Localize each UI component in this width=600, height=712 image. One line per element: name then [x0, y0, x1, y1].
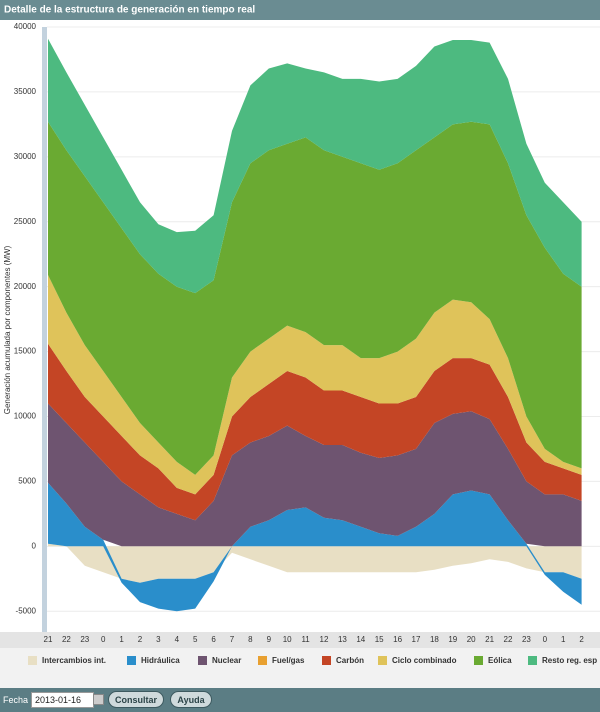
legend-label: Carbón	[336, 656, 364, 665]
area	[48, 482, 582, 612]
legend-swatch	[198, 656, 207, 665]
x-tick-label: 8	[248, 635, 253, 644]
x-tick-label: 10	[283, 635, 292, 644]
area	[48, 121, 582, 475]
x-tick-label: 4	[175, 635, 180, 644]
x-tick-label: 5	[193, 635, 198, 644]
y-tick-label: 35000	[14, 87, 37, 96]
y-tick-label: 0	[32, 541, 37, 550]
legend-label: Intercambios int.	[42, 656, 106, 665]
title-bar	[0, 0, 600, 20]
x-tick-label: 1	[561, 635, 566, 644]
x-tick-label: 2	[138, 635, 143, 644]
legend-swatch	[322, 656, 331, 665]
x-axis-band	[0, 632, 600, 648]
y-tick-label: -5000	[16, 606, 37, 615]
area	[48, 38, 582, 294]
legend-label: Resto reg. esp	[542, 656, 597, 665]
y-tick-label: 40000	[14, 22, 37, 31]
x-tick-label: 23	[80, 635, 89, 644]
y-tick-label: 20000	[14, 282, 37, 291]
y-tick-label: 30000	[14, 152, 37, 161]
x-tick-label: 14	[356, 635, 365, 644]
y-axis-bar	[42, 27, 47, 632]
legend-swatch	[127, 656, 136, 665]
x-tick-label: 17	[412, 635, 421, 644]
x-tick-label: 6	[211, 635, 216, 644]
legend-swatch	[258, 656, 267, 665]
legend-label: Fuel/gas	[272, 656, 305, 665]
consultar-button[interactable]: Consultar	[108, 691, 164, 708]
x-tick-label: 0	[101, 635, 106, 644]
x-tick-label: 15	[375, 635, 384, 644]
legend-label: Hidráulica	[141, 656, 180, 665]
y-tick-label: 15000	[14, 347, 37, 356]
x-tick-label: 3	[156, 635, 161, 644]
x-tick-label: 21	[44, 635, 53, 644]
x-tick-label: 19	[448, 635, 457, 644]
x-tick-label: 23	[522, 635, 531, 644]
ayuda-button[interactable]: Ayuda	[170, 691, 212, 708]
y-tick-label: 10000	[14, 412, 37, 421]
x-tick-label: 13	[338, 635, 347, 644]
x-tick-label: 9	[267, 635, 272, 644]
legend-swatch	[474, 656, 483, 665]
legend-label: Eólica	[488, 656, 512, 665]
chart: Detalle de la estructura de generación e…	[0, 0, 600, 665]
x-tick-label: 22	[62, 635, 71, 644]
area	[48, 275, 582, 495]
legend-label: Ciclo combinado	[392, 656, 457, 665]
y-tick-label: 5000	[18, 477, 36, 486]
x-tick-label: 18	[430, 635, 439, 644]
x-tick-label: 20	[467, 635, 476, 644]
x-tick-label: 1	[119, 635, 124, 644]
date-input[interactable]: 2013-01-16	[31, 692, 94, 708]
area	[48, 343, 582, 521]
x-tick-label: 21	[485, 635, 494, 644]
x-tick-label: 0	[543, 635, 548, 644]
legend-label: Nuclear	[212, 656, 241, 665]
area	[48, 543, 582, 583]
legend-swatch	[528, 656, 537, 665]
area	[48, 403, 582, 547]
x-tick-label: 16	[393, 635, 402, 644]
legend-swatch	[378, 656, 387, 665]
control-bar: Fecha 2013-01-16 Consultar Ayuda	[0, 688, 600, 712]
x-tick-label: 2	[579, 635, 584, 644]
x-tick-label: 11	[301, 635, 310, 644]
x-tick-label: 12	[320, 635, 329, 644]
x-tick-label: 22	[504, 635, 513, 644]
y-tick-label: 25000	[14, 217, 37, 226]
date-label: Fecha	[3, 695, 29, 705]
x-tick-label: 7	[230, 635, 235, 644]
calendar-icon[interactable]	[93, 694, 104, 705]
y-axis-title: Generación acumulada por componentes (MW…	[3, 245, 12, 414]
chart-title: Detalle de la estructura de generación e…	[4, 5, 255, 16]
legend-swatch	[28, 656, 37, 665]
